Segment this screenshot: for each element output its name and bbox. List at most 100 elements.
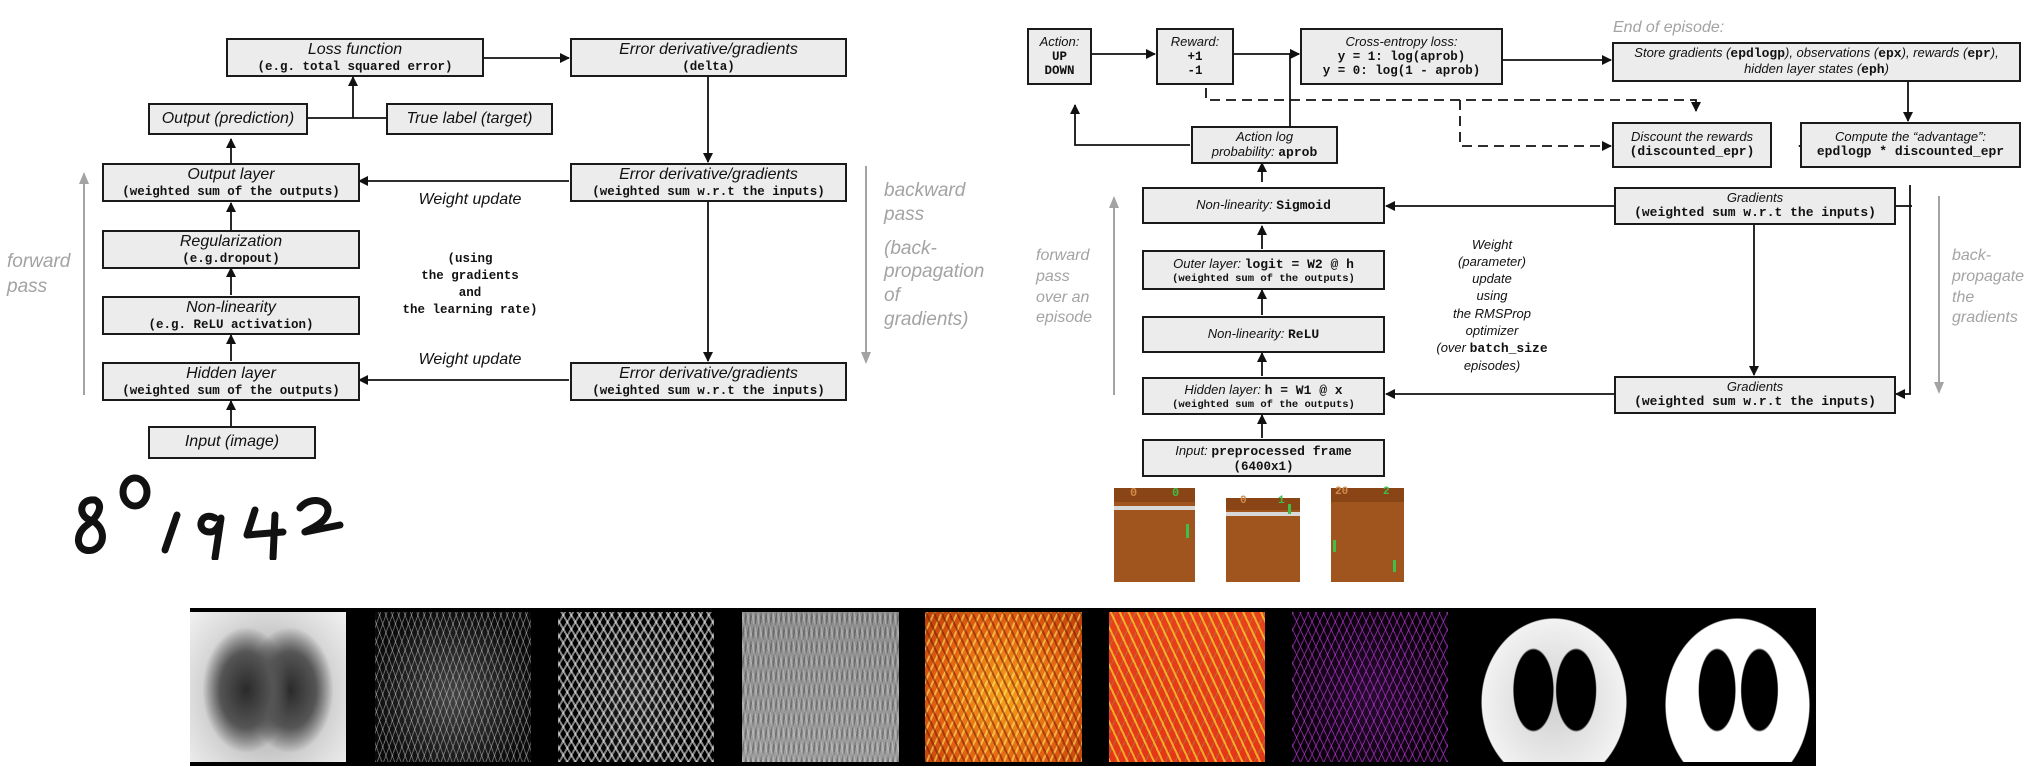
relu-box: Non-linearity: ReLU xyxy=(1142,316,1385,353)
using-gradients-note: (using the gradients and the learning ra… xyxy=(380,251,560,319)
store-gradients-line-1: Store gradients (epdlogp), observations … xyxy=(1634,45,1999,62)
hidden-layer-right-box: Hidden layer: h = W1 @ x (weighted sum o… xyxy=(1142,377,1385,415)
output-prediction-label: Output (prediction) xyxy=(161,109,295,127)
cross-entropy-title: Cross-entropy loss: xyxy=(1345,33,1458,49)
error-top-sub: (delta) xyxy=(682,59,735,74)
input-frame-sub: (6400x1) xyxy=(1233,460,1294,474)
code: Sigmoid xyxy=(1276,198,1331,214)
text: Store gradients ( xyxy=(1634,45,1731,61)
note-line: Weight xyxy=(1471,237,1513,252)
action-log-line-2: probability: aprob xyxy=(1212,144,1318,161)
backpropagate-label: back- propagate the gradients xyxy=(1952,246,2024,329)
code: epdlogp xyxy=(1730,46,1785,62)
action-log-line-1: Action log xyxy=(1235,128,1294,144)
sigmoid-box: Non-linearity: Sigmoid xyxy=(1142,187,1385,224)
pong-score-left: 20 xyxy=(1335,486,1349,498)
backward-pass-line: propagation xyxy=(884,261,985,283)
xray-edges-thin xyxy=(375,612,531,762)
store-gradients-line-2: hidden layer states (eph) xyxy=(1744,61,1889,78)
xray-lung-mask-binary xyxy=(1659,612,1816,762)
pong-frame-3: 20 2 xyxy=(1331,486,1404,582)
hidden-layer-sub: (weighted sum of the outputs) xyxy=(122,383,340,398)
reward-minus: -1 xyxy=(1187,63,1203,78)
output-layer-box: Output layer (weighted sum of the output… xyxy=(102,163,360,202)
text: ), xyxy=(1990,45,1999,61)
xray-original xyxy=(190,612,346,762)
xray-lung-mask-gray xyxy=(1475,612,1633,762)
backward-pass-line: of xyxy=(884,285,900,306)
reward-title: Reward: xyxy=(1170,33,1220,49)
discount-code: (discounted_epr) xyxy=(1629,144,1755,159)
loss-function-sub: (e.g. total squared error) xyxy=(257,59,453,74)
output-layer-title: Output layer xyxy=(187,166,275,184)
input-image-box: Input (image) xyxy=(148,426,316,459)
error-bot-title: Error derivative/gradients xyxy=(619,365,798,383)
note-line: the learning rate) xyxy=(402,302,538,317)
text: hidden layer states ( xyxy=(1744,61,1862,76)
pong-score-right: 0 xyxy=(1172,486,1180,500)
end-of-episode-label: End of episode: xyxy=(1613,19,1725,36)
backprop-line: gradients xyxy=(1952,309,2018,327)
input-frame-box: Input: preprocessed frame (6400x1) xyxy=(1142,439,1385,477)
weight-update-label-2: Weight update xyxy=(418,351,522,368)
forward-line: forward xyxy=(1036,247,1090,264)
true-label-label: True label (target) xyxy=(406,109,533,127)
text: Input: xyxy=(1175,442,1212,458)
hidden-layer-right-sub: (weighted sum of the outputs) xyxy=(1172,399,1355,412)
code: ReLU xyxy=(1287,327,1320,343)
cross-entropy-box: Cross-entropy loss: y = 1: log(aprob) y … xyxy=(1300,28,1503,85)
code: h = W1 @ x xyxy=(1264,382,1343,398)
xray-heat-orange xyxy=(925,612,1082,762)
input-image-label: Input (image) xyxy=(184,433,280,451)
note-line: (over batch_size xyxy=(1402,339,1582,357)
backprop-line: propagate xyxy=(1952,267,2025,285)
code: preprocessed frame xyxy=(1211,443,1352,459)
forward-line: pass xyxy=(1036,267,1070,285)
pong-frame-1: 0 0 xyxy=(1114,486,1195,582)
gradients-bot-title: Gradients xyxy=(1726,379,1784,395)
backward-pass-line: backward xyxy=(884,180,966,201)
text: Hidden layer: xyxy=(1184,381,1265,397)
text: Non-linearity: xyxy=(1196,197,1277,213)
regularization-title: Regularization xyxy=(179,233,283,251)
output-prediction-box: Output (prediction) xyxy=(148,103,308,135)
nonlinearity-sub: (e.g. ReLU activation) xyxy=(148,317,314,332)
backprop-line: back- xyxy=(1952,247,1992,264)
weight-update-label-1: Weight update xyxy=(418,191,522,208)
note-line: the gradients xyxy=(421,268,519,283)
code: epr xyxy=(1967,46,1991,62)
pong-score-left: 0 xyxy=(1240,495,1247,507)
action-up: UP xyxy=(1051,49,1067,64)
reward-plus: +1 xyxy=(1187,49,1203,64)
note-line: optimizer xyxy=(1465,322,1519,338)
pong-score-right: 2 xyxy=(1383,486,1390,498)
backward-pass-line: (back- xyxy=(884,237,937,259)
store-gradients-box: Store gradients (epdlogp), observations … xyxy=(1612,42,2021,82)
action-title: Action: xyxy=(1039,33,1080,49)
backward-pass-label: backward pass (back- propagation of grad… xyxy=(884,179,984,332)
xray-edges-strong xyxy=(558,612,714,762)
gradients-bot-sub: (weighted sum w.r.t the inputs) xyxy=(1634,394,1876,409)
xray-emboss xyxy=(742,612,899,762)
pong-score-left: 0 xyxy=(1130,486,1138,500)
gradients-top-sub: (weighted sum w.r.t the inputs) xyxy=(1634,205,1876,220)
forward-pass-episode-label: forward pass over an episode xyxy=(1036,246,1092,329)
note-line: the RMSProp xyxy=(1452,305,1532,321)
advantage-code: epdlogp * discounted_epr xyxy=(1816,144,2005,159)
cross-entropy-y1: y = 1: log(aprob) xyxy=(1337,49,1466,64)
error-gradients-bot-box: Error derivative/gradients (weighted sum… xyxy=(570,362,847,401)
action-log-prob-box: Action log probability: aprob xyxy=(1191,126,1338,164)
text: Outer layer: xyxy=(1173,255,1245,271)
pong-frame-2: 0 1 xyxy=(1226,495,1300,582)
code: epx xyxy=(1878,46,1902,62)
forward-pass-line: forward xyxy=(7,251,71,272)
outer-layer-sub: (weighted sum of the outputs) xyxy=(1172,273,1355,286)
note-line: (parameter) xyxy=(1458,254,1526,270)
outer-layer-box: Outer layer: logit = W2 @ h (weighted su… xyxy=(1142,250,1385,290)
error-bot-sub: (weighted sum w.r.t the inputs) xyxy=(592,383,825,398)
gradients-bot-box: Gradients (weighted sum w.r.t the inputs… xyxy=(1614,376,1896,414)
pong-score-right: 1 xyxy=(1278,495,1285,507)
note-line: (using xyxy=(447,252,493,266)
error-gradients-mid-box: Error derivative/gradients (weighted sum… xyxy=(570,163,847,202)
gradients-top-title: Gradients xyxy=(1726,190,1784,206)
